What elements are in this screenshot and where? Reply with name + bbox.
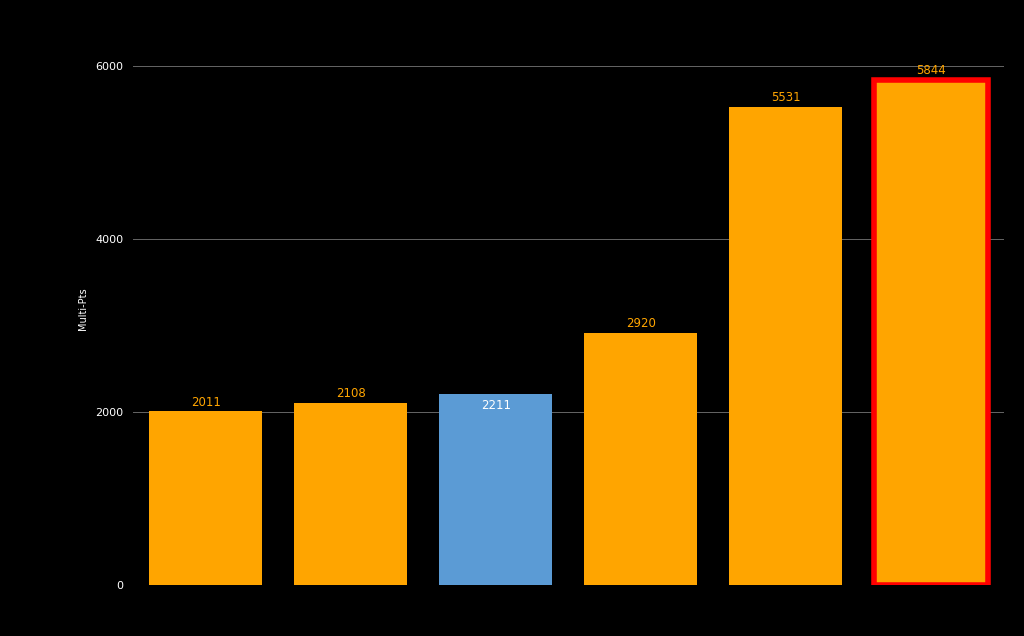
Bar	[874, 80, 987, 585]
Bar	[585, 333, 697, 585]
Text: 2920: 2920	[626, 317, 655, 330]
Text: 2211: 2211	[481, 399, 511, 412]
Text: 2108: 2108	[336, 387, 366, 400]
Bar	[294, 403, 408, 585]
Y-axis label: Multi-Pts: Multi-Pts	[78, 287, 88, 330]
Text: 5531: 5531	[771, 92, 801, 104]
Bar	[729, 107, 843, 585]
Bar	[150, 411, 262, 585]
Bar	[439, 394, 552, 585]
Text: 2011: 2011	[190, 396, 220, 409]
Text: 5844: 5844	[916, 64, 946, 78]
